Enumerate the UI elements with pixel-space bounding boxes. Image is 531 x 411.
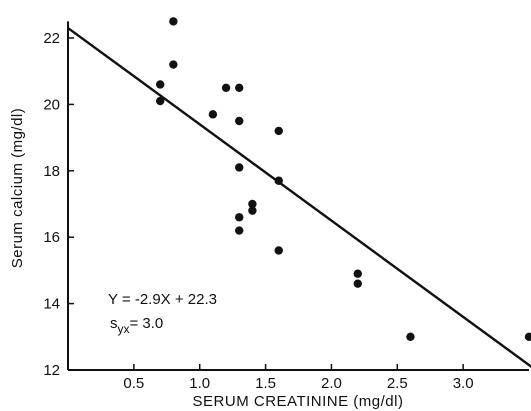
regression-equation: Y = -2.9X + 22.3 [108,291,217,308]
data-point [169,17,178,26]
x-tick-label: 2.5 [387,375,408,392]
data-point [169,60,178,69]
y-tick-label: 20 [43,96,60,113]
data-point [235,83,244,93]
data-point [274,246,283,255]
y-tick-label: 14 [43,296,60,313]
data-point [235,226,244,235]
standard-error-symbol: s [110,315,118,332]
data-point [274,176,283,185]
x-axis-title: SERUM CREATININE (mg/dl) [193,393,404,410]
data-point [274,126,283,136]
data-point [353,269,362,278]
data-point [248,199,257,209]
data-point [524,332,531,341]
y-tick-label: 16 [43,229,60,246]
x-tick-label: 1.5 [255,375,276,392]
data-point [235,163,244,172]
data-point [248,206,257,215]
regression-line [67,27,531,368]
data-point [221,83,231,93]
plot-layer: 0.5 1.0 1.5 2.0 2.5 3.0 12 14 16 18 20 22 [43,17,531,392]
standard-error-subscript: yx [118,322,130,336]
data-point [208,110,218,119]
data-point [235,213,244,222]
x-tick-label: 1.0 [189,375,210,392]
data-point [353,279,362,288]
data-point [235,116,244,126]
standard-error-label: syx= 3.0 [110,315,163,336]
y-tick-label: 18 [43,163,60,180]
x-tick-label: 2.0 [321,375,342,392]
data-point [156,96,165,106]
x-tick-label: 0.5 [123,375,144,392]
standard-error-value: = 3.0 [130,315,164,332]
data-point [156,80,165,89]
x-tick-label: 3.0 [453,375,474,392]
y-axis-title: Serum calcium (mg/dl) [9,108,26,269]
y-tick-label: 12 [43,362,60,379]
y-tick-label: 22 [43,30,60,47]
data-point [406,332,415,341]
